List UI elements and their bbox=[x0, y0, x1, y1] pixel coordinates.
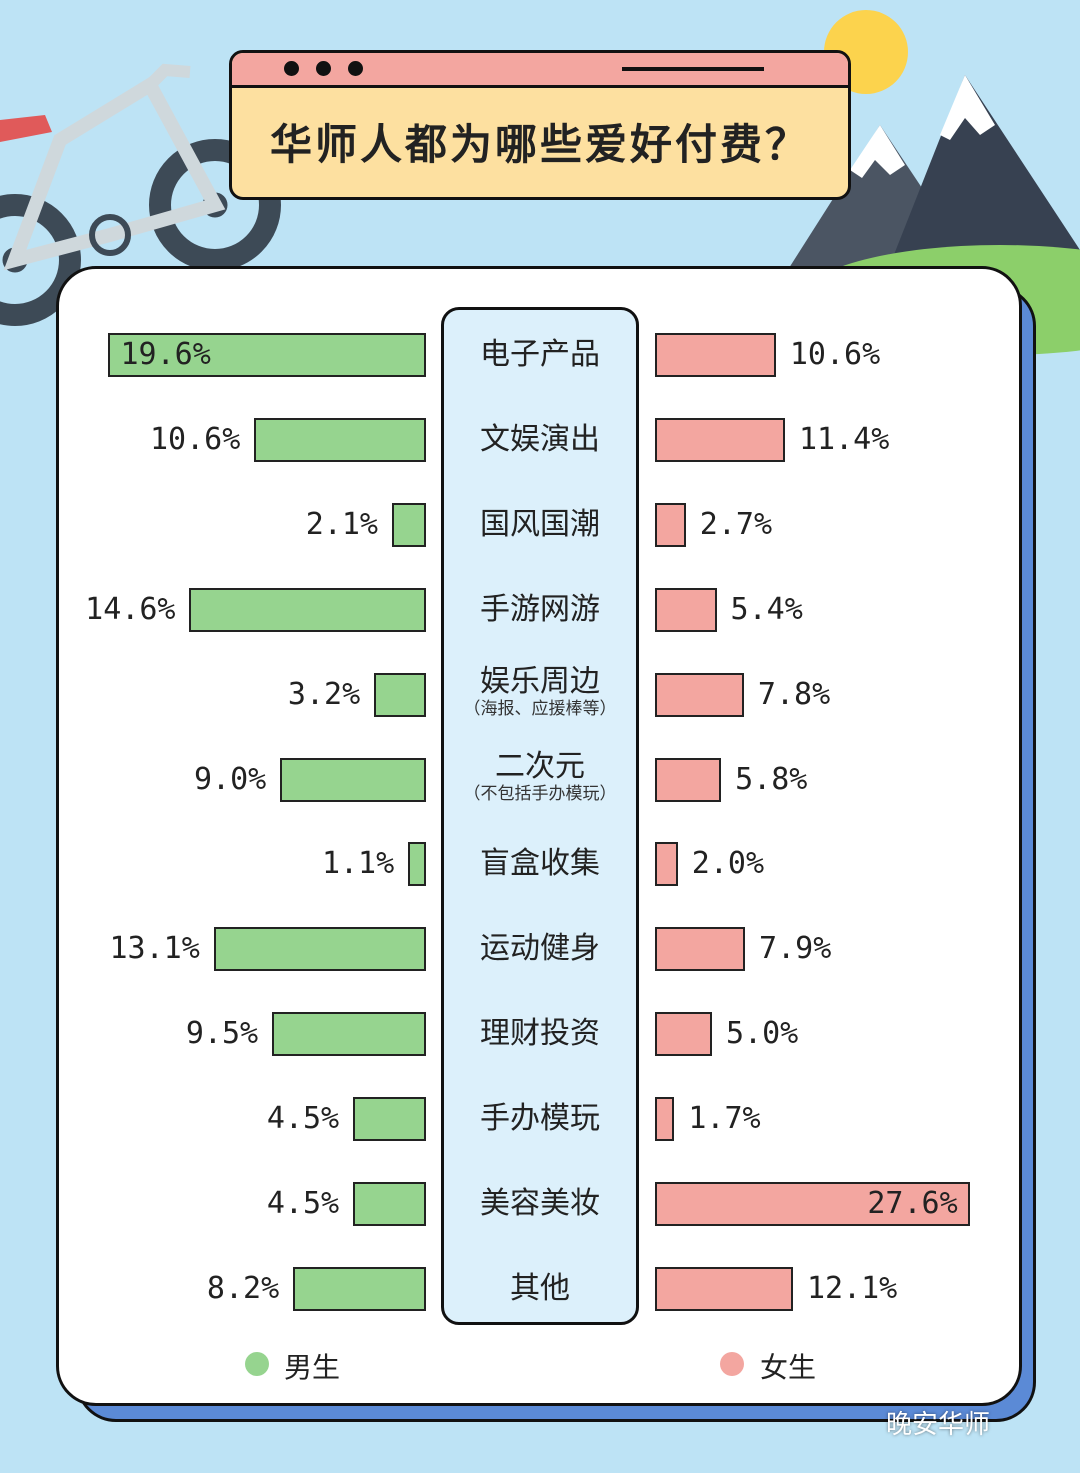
category-note: （海报、应援棒等） bbox=[463, 698, 617, 719]
category-name: 手办模玩 bbox=[480, 1101, 600, 1137]
data-label-female: 5.0% bbox=[726, 1016, 799, 1052]
data-label-male: 4.5% bbox=[266, 1101, 340, 1137]
bar-female bbox=[655, 927, 746, 972]
bar-male bbox=[272, 1012, 426, 1057]
category-name: 国风国潮 bbox=[480, 506, 600, 542]
data-label-male: 9.0% bbox=[193, 761, 267, 797]
category-name: 盲盒收集 bbox=[480, 846, 600, 882]
bar-female bbox=[655, 1097, 675, 1142]
bar-female bbox=[655, 502, 686, 547]
category-label: 电子产品 bbox=[441, 338, 639, 372]
category-name: 运动健身 bbox=[480, 931, 600, 967]
data-label-female: 27.6% bbox=[867, 1186, 958, 1221]
data-label-male: 19.6% bbox=[120, 337, 211, 372]
category-label: 其他 bbox=[441, 1270, 639, 1306]
category-note: （不包括手办模玩） bbox=[463, 783, 617, 804]
category-label: 二次元 （不包括手办模玩） bbox=[441, 748, 639, 804]
data-label-female: 11.4% bbox=[798, 421, 890, 457]
category-column bbox=[441, 307, 639, 1325]
title-window: 华师人都为哪些爱好付费？ bbox=[229, 50, 851, 200]
data-label-male: 2.1% bbox=[305, 506, 378, 542]
legend-label-male: 男生 bbox=[284, 1351, 341, 1384]
category-label: 美容美妆 bbox=[441, 1187, 639, 1221]
bar-female bbox=[655, 672, 744, 717]
category-name: 理财投资 bbox=[480, 1016, 600, 1052]
bar-male bbox=[353, 1097, 426, 1142]
category-label: 文娱演出 bbox=[441, 421, 639, 457]
bar-female bbox=[655, 333, 776, 377]
bar-male bbox=[189, 587, 426, 632]
legend-label-female: 女生 bbox=[760, 1351, 817, 1384]
category-label: 理财投资 bbox=[441, 1017, 639, 1051]
data-label-female: 2.0% bbox=[691, 846, 765, 882]
bar-male bbox=[391, 502, 426, 547]
bar-female bbox=[655, 842, 678, 887]
bar-male bbox=[408, 842, 426, 887]
data-label-female: 12.1% bbox=[806, 1270, 898, 1306]
category-name: 美容美妆 bbox=[480, 1186, 600, 1221]
data-label-male: 10.6% bbox=[149, 421, 241, 457]
category-name: 二次元 bbox=[495, 748, 585, 784]
bar-male bbox=[280, 757, 426, 802]
data-label-female: 10.6% bbox=[789, 337, 881, 372]
window-dot bbox=[316, 61, 331, 76]
bicycle-seat bbox=[0, 115, 52, 142]
category-name: 其他 bbox=[510, 1270, 570, 1306]
window-bar-line bbox=[622, 67, 764, 71]
category-name: 手游网游 bbox=[480, 591, 600, 627]
category-label: 运动健身 bbox=[441, 932, 639, 966]
data-label-female: 1.7% bbox=[688, 1101, 761, 1137]
bar-male bbox=[293, 1266, 426, 1311]
category-label: 娱乐周边 （海报、应援棒等） bbox=[441, 663, 639, 719]
category-label: 手游网游 bbox=[441, 591, 639, 627]
bar-female bbox=[655, 1266, 793, 1311]
bar-male bbox=[353, 1182, 426, 1226]
data-label-male: 3.2% bbox=[287, 676, 361, 712]
legend-dot-male bbox=[245, 1352, 269, 1376]
bar-female bbox=[655, 417, 785, 462]
bar-female bbox=[655, 1012, 712, 1057]
window-dot bbox=[284, 61, 299, 76]
data-label-female: 2.7% bbox=[699, 506, 773, 542]
data-label-female: 7.8% bbox=[757, 676, 831, 712]
category-label: 国风国潮 bbox=[441, 506, 639, 542]
data-label-female: 5.4% bbox=[730, 591, 803, 627]
watermark-text: 晚安华师 bbox=[886, 1410, 991, 1440]
data-label-male: 9.5% bbox=[185, 1016, 259, 1052]
data-label-male: 8.2% bbox=[206, 1270, 280, 1306]
data-label-male: 1.1% bbox=[321, 846, 395, 882]
data-label-male: 14.6% bbox=[85, 591, 176, 627]
data-label-female: 7.9% bbox=[759, 931, 832, 967]
title-window-bar bbox=[232, 53, 848, 88]
category-label: 盲盒收集 bbox=[441, 847, 639, 881]
category-name: 文娱演出 bbox=[480, 421, 600, 457]
bar-male bbox=[213, 927, 426, 972]
bar-male bbox=[254, 417, 426, 462]
bar-male bbox=[108, 333, 426, 377]
bar-female bbox=[655, 757, 722, 802]
bicycle bbox=[0, 63, 281, 326]
category-label: 手办模玩 bbox=[441, 1102, 639, 1136]
watermark: 晚安华师 bbox=[886, 1404, 990, 1441]
legend-dot-female bbox=[720, 1352, 744, 1376]
bar-female bbox=[655, 1182, 970, 1226]
bar-female bbox=[655, 587, 717, 632]
window-dot bbox=[348, 61, 363, 76]
mountain-front bbox=[880, 75, 1080, 290]
category-name: 电子产品 bbox=[480, 337, 600, 372]
bar-male bbox=[374, 672, 426, 717]
data-label-female: 5.8% bbox=[735, 761, 808, 797]
category-name: 娱乐周边 bbox=[480, 663, 600, 699]
page-title: 华师人都为哪些爱好付费？ bbox=[269, 120, 810, 169]
data-label-male: 4.5% bbox=[266, 1186, 340, 1221]
data-label-male: 13.1% bbox=[109, 931, 200, 967]
